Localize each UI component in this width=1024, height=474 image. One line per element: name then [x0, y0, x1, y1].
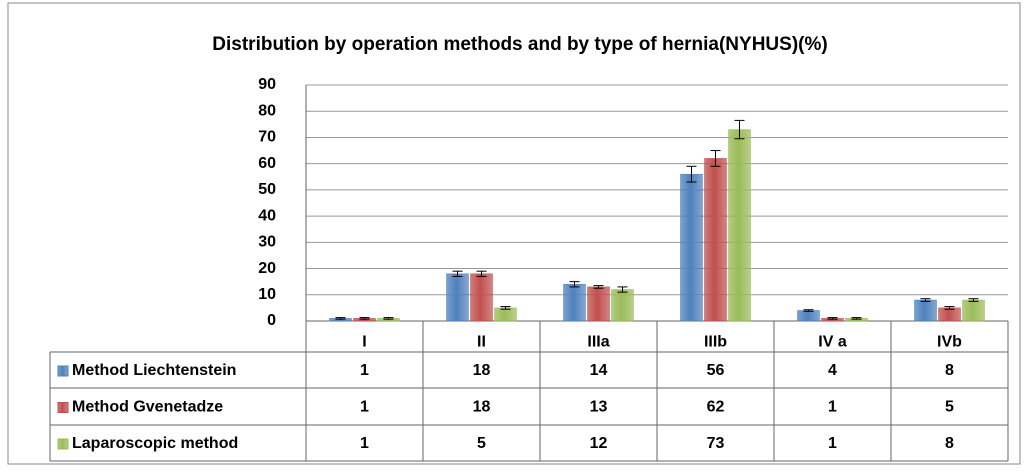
table-value: 62 [707, 399, 725, 416]
bar [470, 273, 493, 322]
error-bar [734, 119, 745, 140]
bar [962, 299, 985, 322]
y-tick-label: 50 [258, 181, 276, 198]
chart-title: Distribution by operation methods and by… [212, 34, 827, 55]
x-tick-label: IV a [818, 334, 847, 351]
error-bar [686, 165, 697, 183]
table-value: 8 [945, 362, 954, 379]
bar [611, 289, 634, 322]
bar [563, 284, 586, 322]
error-bar [452, 270, 463, 277]
legend-swatch [57, 365, 69, 377]
y-tick-label: 30 [258, 234, 276, 251]
table-value: 56 [707, 362, 725, 379]
chart-border [7, 2, 1021, 465]
error-bar [851, 317, 862, 320]
table-value: 1 [360, 399, 369, 416]
table-value: 1 [360, 362, 369, 379]
y-tick-label: 10 [258, 286, 276, 303]
error-bar [383, 317, 394, 320]
bar [680, 173, 703, 322]
error-bar [476, 270, 487, 277]
y-tick-label: 70 [258, 129, 276, 146]
error-bar [569, 281, 580, 288]
bar [914, 299, 937, 322]
x-tick-label: II [477, 334, 486, 351]
x-tick-label: IIIa [587, 334, 609, 351]
y-tick-label: 80 [258, 102, 276, 119]
bar [728, 129, 751, 322]
error-bar [968, 298, 979, 302]
error-bar [710, 150, 721, 167]
x-tick-label: IVb [937, 334, 962, 351]
error-bar [920, 298, 931, 302]
y-tick-label: 90 [258, 76, 276, 93]
y-tick-label: 0 [267, 312, 276, 329]
error-bar [944, 306, 955, 310]
error-bar [593, 285, 604, 289]
table-value: 1 [828, 435, 837, 452]
table-value: 13 [590, 399, 608, 416]
bar [446, 273, 469, 322]
legend-label: Method Gvenetadze [72, 399, 223, 416]
legend-label: Laparoscopic method [72, 435, 238, 452]
error-bar [827, 317, 838, 320]
error-bar [359, 317, 370, 320]
table-value: 5 [945, 399, 954, 416]
bar [938, 307, 961, 322]
error-bar [500, 306, 511, 310]
error-bar [335, 317, 346, 320]
table-value: 5 [477, 435, 486, 452]
legend-swatch [57, 402, 69, 413]
error-bar [617, 286, 628, 293]
table-value: 14 [590, 362, 608, 379]
y-tick-label: 20 [258, 260, 276, 277]
error-bar [803, 309, 814, 312]
table-value: 4 [828, 362, 837, 379]
bar [587, 286, 610, 322]
x-tick-label: IIIb [704, 334, 727, 351]
table-value: 18 [473, 399, 491, 416]
table-value: 73 [707, 435, 725, 452]
table-value: 1 [360, 435, 369, 452]
table-value: 8 [945, 435, 954, 452]
table-value: 1 [828, 399, 837, 416]
y-tick-label: 60 [258, 155, 276, 172]
bar [494, 307, 517, 322]
legend-label: Method Liechtenstein [72, 362, 236, 379]
table-value: 12 [590, 435, 608, 452]
bar [704, 158, 727, 322]
bar [797, 310, 820, 322]
table-value: 18 [473, 362, 491, 379]
legend-swatch [57, 438, 69, 450]
y-tick-label: 40 [258, 207, 276, 224]
x-tick-label: I [362, 334, 366, 351]
